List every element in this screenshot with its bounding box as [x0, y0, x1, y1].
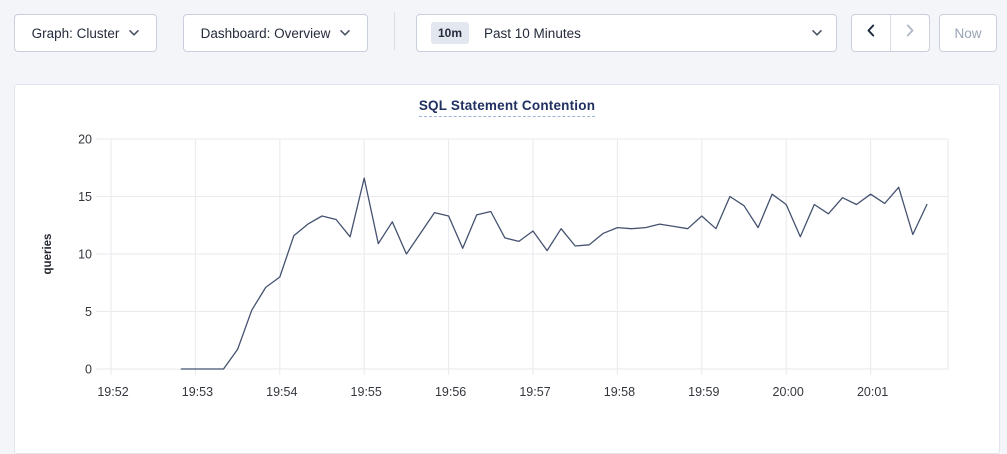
chevron-down-icon	[340, 30, 351, 36]
x-tick-label: 19:52	[97, 385, 128, 399]
x-tick-label: 19:55	[351, 385, 382, 399]
x-tick-label: 19:58	[604, 385, 635, 399]
x-tick-label: 19:57	[519, 385, 550, 399]
page: { "toolbar": { "graph_selector": { "labe…	[14, 12, 1000, 454]
y-tick-label: 5	[85, 305, 92, 319]
previous-interval-button[interactable]	[852, 15, 891, 51]
x-tick-label: 19:59	[688, 385, 719, 399]
time-window-value: Past 10 Minutes	[484, 25, 581, 41]
x-tick-label: 20:01	[857, 385, 888, 399]
graph-dropdown[interactable]: Graph: Cluster	[14, 14, 157, 52]
y-tick-label: 0	[85, 363, 92, 377]
toolbar-divider	[394, 12, 395, 50]
time-window-selector[interactable]: 10m Past 10 Minutes	[416, 14, 837, 52]
dashboard-dropdown-label: Dashboard: Overview	[200, 25, 331, 41]
chevron-right-icon	[905, 24, 915, 42]
chart-title-row: SQL Statement Contention	[15, 97, 999, 117]
time-nav-group	[851, 14, 930, 52]
time-window-badge: 10m	[431, 21, 470, 45]
chevron-left-icon	[866, 24, 876, 42]
x-tick-label: 20:00	[773, 385, 804, 399]
chart-card: SQL Statement Contention 0 5 10 15 20 19:52 19…	[14, 84, 1000, 454]
y-axis-title: queries	[42, 234, 54, 275]
x-tick-label: 19:56	[435, 385, 466, 399]
chevron-down-icon	[812, 30, 822, 36]
next-interval-button[interactable]	[891, 15, 929, 51]
x-tick-label: 19:53	[182, 385, 213, 399]
graph-dropdown-label: Graph: Cluster	[31, 25, 120, 41]
sql-statement-contention-chart[interactable]: 0 5 10 15 20 19:52 19:53 19:54 19:55 19:56 19:57 19…	[15, 85, 999, 415]
chart-title[interactable]: SQL Statement Contention	[418, 98, 596, 117]
now-button[interactable]: Now	[939, 14, 997, 52]
series-line-queries	[180, 177, 928, 370]
y-tick-label: 10	[78, 248, 92, 262]
y-tick-label: 20	[78, 133, 92, 147]
dashboard-dropdown[interactable]: Dashboard: Overview	[183, 14, 368, 52]
y-tick-label: 15	[78, 190, 92, 204]
x-tick-label: 19:54	[266, 385, 297, 399]
chevron-down-icon	[129, 30, 140, 36]
